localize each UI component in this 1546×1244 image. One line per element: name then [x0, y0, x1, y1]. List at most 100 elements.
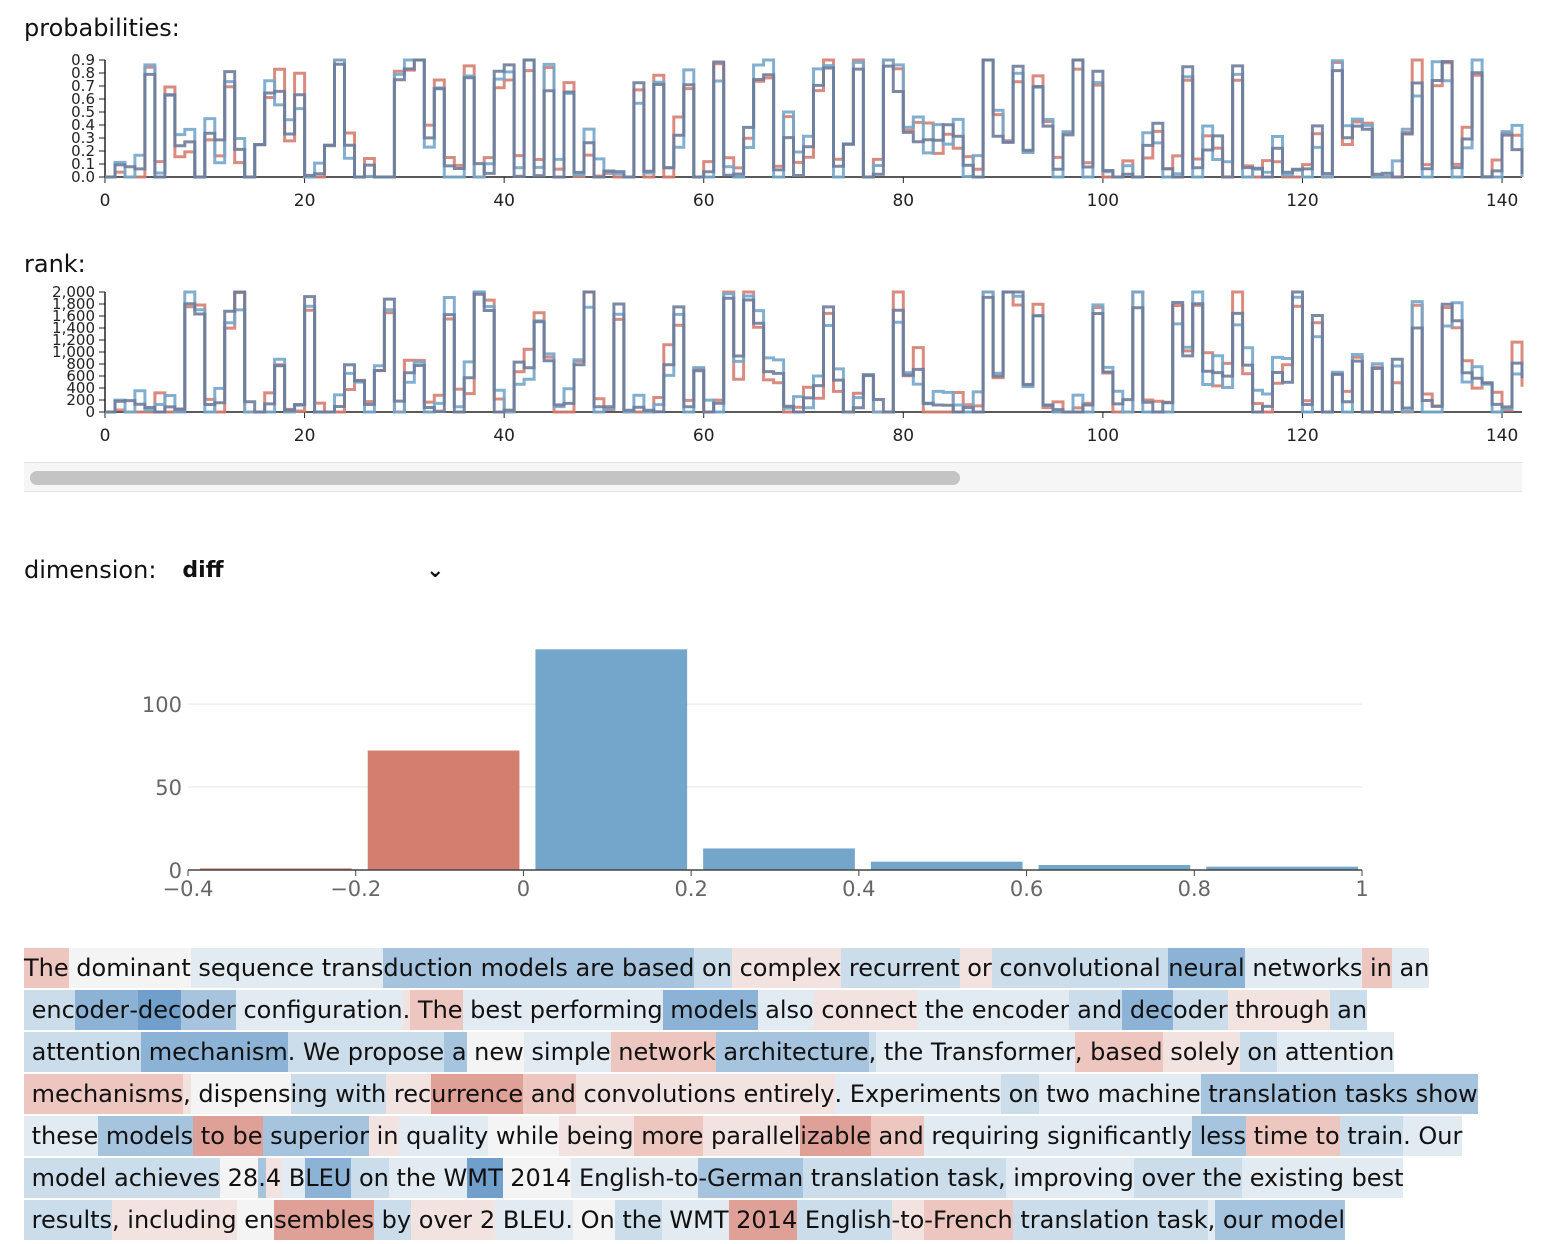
- token[interactable]: LEU: [305, 1158, 352, 1198]
- token[interactable]: B: [281, 1158, 306, 1198]
- token[interactable]: izable: [800, 1116, 871, 1156]
- token[interactable]: duction: [383, 948, 474, 988]
- token[interactable]: models: [473, 948, 568, 988]
- token[interactable]: network: [610, 1032, 716, 1072]
- token[interactable]: train: [1339, 1116, 1404, 1156]
- token[interactable]: .: [1403, 1116, 1411, 1156]
- token[interactable]: quality: [398, 1116, 489, 1156]
- token[interactable]: also: [757, 990, 814, 1030]
- token[interactable]: on: [1000, 1074, 1039, 1114]
- token[interactable]: time: [1246, 1116, 1308, 1156]
- token[interactable]: best: [462, 990, 523, 1030]
- token[interactable]: to: [674, 1158, 699, 1198]
- token[interactable]: rec: [386, 1074, 432, 1114]
- token[interactable]: entirely: [735, 1074, 835, 1114]
- token[interactable]: to: [1307, 1116, 1340, 1156]
- token[interactable]: W: [435, 1158, 468, 1198]
- token[interactable]: dec: [138, 990, 182, 1030]
- token[interactable]: encoder: [964, 990, 1070, 1030]
- token[interactable]: in: [368, 1116, 399, 1156]
- token[interactable]: oder: [181, 990, 236, 1030]
- token[interactable]: en: [236, 1200, 275, 1240]
- token[interactable]: being: [558, 1116, 634, 1156]
- token[interactable]: neural: [1168, 948, 1245, 988]
- token[interactable]: in: [1362, 948, 1392, 988]
- token[interactable]: by: [374, 1200, 412, 1240]
- token[interactable]: the: [388, 1158, 436, 1198]
- token[interactable]: be: [224, 1116, 263, 1156]
- token[interactable]: architecture: [715, 1032, 869, 1072]
- token[interactable]: urrence: [431, 1074, 524, 1114]
- token[interactable]: 2014: [502, 1158, 572, 1198]
- token[interactable]: on: [1239, 1032, 1278, 1072]
- token[interactable]: best: [1343, 1158, 1404, 1198]
- token[interactable]: based: [614, 948, 695, 988]
- token[interactable]: On: [573, 1200, 615, 1240]
- token[interactable]: -: [129, 990, 139, 1030]
- token[interactable]: on: [351, 1158, 389, 1198]
- token[interactable]: Experiments: [842, 1074, 1001, 1114]
- token[interactable]: these: [24, 1116, 99, 1156]
- token[interactable]: an: [1329, 990, 1368, 1030]
- token[interactable]: and: [523, 1074, 576, 1114]
- token[interactable]: the: [1195, 1158, 1243, 1198]
- token[interactable]: translation: [803, 1158, 940, 1198]
- token[interactable]: over: [411, 1200, 473, 1240]
- token[interactable]: Our: [1410, 1116, 1463, 1156]
- token[interactable]: the: [614, 1200, 662, 1240]
- token[interactable]: are: [567, 948, 615, 988]
- token[interactable]: complex: [731, 948, 842, 988]
- token[interactable]: ,: [112, 1200, 120, 1240]
- token[interactable]: BLEU: [495, 1200, 566, 1240]
- token[interactable]: dispens: [190, 1074, 291, 1114]
- token[interactable]: or: [959, 948, 992, 988]
- token[interactable]: convolutions: [575, 1074, 736, 1114]
- token[interactable]: over: [1133, 1158, 1196, 1198]
- token[interactable]: dominant: [68, 948, 191, 988]
- token[interactable]: significantly: [1039, 1116, 1192, 1156]
- token[interactable]: recurrent: [841, 948, 960, 988]
- token[interactable]: We: [295, 1032, 341, 1072]
- token[interactable]: with: [327, 1074, 387, 1114]
- token[interactable]: .: [565, 1200, 574, 1240]
- token[interactable]: model: [1262, 1200, 1345, 1240]
- token[interactable]: English: [571, 1158, 666, 1198]
- token[interactable]: task: [939, 1158, 998, 1198]
- token[interactable]: solely: [1162, 1032, 1240, 1072]
- token[interactable]: connect: [813, 990, 918, 1030]
- token[interactable]: dec: [1122, 990, 1174, 1030]
- token[interactable]: attention: [24, 1032, 142, 1072]
- token[interactable]: and: [1069, 990, 1123, 1030]
- token[interactable]: MT: [467, 1158, 503, 1198]
- token[interactable]: 28: [220, 1158, 259, 1198]
- token[interactable]: two: [1038, 1074, 1090, 1114]
- token[interactable]: sembles: [274, 1200, 375, 1240]
- token[interactable]: 4: [265, 1158, 282, 1198]
- token[interactable]: our: [1215, 1200, 1263, 1240]
- token[interactable]: based: [1082, 1032, 1163, 1072]
- token[interactable]: mechanisms: [24, 1074, 184, 1114]
- token[interactable]: while: [488, 1116, 559, 1156]
- token[interactable]: -: [924, 1200, 933, 1240]
- token[interactable]: to: [900, 1200, 925, 1240]
- token[interactable]: The: [410, 990, 463, 1030]
- token[interactable]: -: [698, 1158, 708, 1198]
- token[interactable]: new: [466, 1032, 524, 1072]
- token[interactable]: ,: [998, 1158, 1006, 1198]
- token[interactable]: -: [665, 1158, 675, 1198]
- token[interactable]: .: [402, 990, 411, 1030]
- token[interactable]: trans: [314, 948, 384, 988]
- token[interactable]: 2014: [728, 1200, 798, 1240]
- token[interactable]: German: [707, 1158, 804, 1198]
- token[interactable]: machine: [1089, 1074, 1201, 1114]
- token[interactable]: oder: [74, 990, 130, 1030]
- token[interactable]: achieves: [106, 1158, 221, 1198]
- token[interactable]: networks: [1244, 948, 1363, 988]
- token[interactable]: WMT: [661, 1200, 729, 1240]
- token[interactable]: [1160, 948, 1169, 988]
- token[interactable]: attention: [1277, 1032, 1395, 1072]
- token[interactable]: oder: [1173, 990, 1228, 1030]
- token[interactable]: propose: [340, 1032, 445, 1072]
- token[interactable]: tasks: [1337, 1074, 1408, 1114]
- token[interactable]: simple: [523, 1032, 611, 1072]
